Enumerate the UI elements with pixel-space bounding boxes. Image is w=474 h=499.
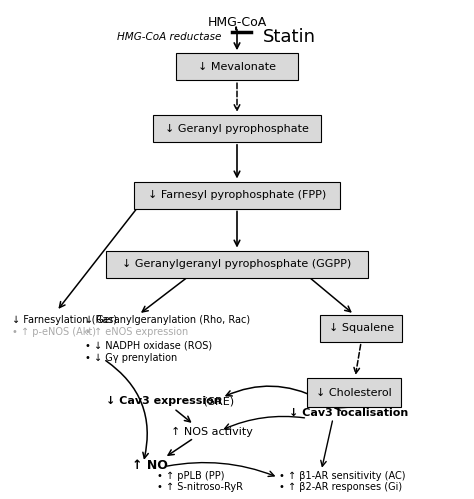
Text: (SRE): (SRE): [200, 397, 234, 407]
Text: • ↑ eNOS expression: • ↑ eNOS expression: [85, 327, 188, 337]
Text: • ↑ p-eNOS (Akt): • ↑ p-eNOS (Akt): [12, 327, 96, 337]
Text: ↓ Cholesterol: ↓ Cholesterol: [316, 388, 392, 398]
Text: ↓ Farnesylation (Ras): ↓ Farnesylation (Ras): [12, 314, 117, 324]
Text: HMG-CoA reductase: HMG-CoA reductase: [117, 32, 221, 42]
Text: • ↓ NADPH oxidase (ROS): • ↓ NADPH oxidase (ROS): [85, 340, 212, 350]
FancyBboxPatch shape: [307, 378, 401, 407]
Text: ↓ Geranylgeranyl pyrophosphate (GGPP): ↓ Geranylgeranyl pyrophosphate (GGPP): [122, 259, 352, 269]
Text: ↓ Squalene: ↓ Squalene: [328, 323, 394, 333]
Text: ↓ Geranylgeranylation (Rho, Rac): ↓ Geranylgeranylation (Rho, Rac): [85, 314, 250, 324]
Text: • ↑ S-nitroso-RyR: • ↑ S-nitroso-RyR: [157, 483, 243, 493]
FancyBboxPatch shape: [320, 315, 402, 342]
Text: ↓ Cav3 localisation: ↓ Cav3 localisation: [289, 408, 408, 418]
Text: ↑ NO: ↑ NO: [132, 459, 167, 472]
Text: ↓ Mevalonate: ↓ Mevalonate: [198, 62, 276, 72]
Text: • ↓ Gγ prenylation: • ↓ Gγ prenylation: [85, 353, 177, 363]
Text: • ↑ β2-AR responses (Gi): • ↑ β2-AR responses (Gi): [279, 483, 402, 493]
Text: Statin: Statin: [263, 28, 316, 46]
Text: ↑ NOS activity: ↑ NOS activity: [172, 427, 253, 437]
FancyBboxPatch shape: [153, 115, 321, 142]
Text: ↓ Cav3 expression: ↓ Cav3 expression: [106, 397, 221, 407]
Text: ↓ Farnesyl pyrophosphate (FPP): ↓ Farnesyl pyrophosphate (FPP): [148, 190, 326, 200]
Text: HMG-CoA: HMG-CoA: [207, 16, 266, 29]
Text: • ↑ β1-AR sensitivity (AC): • ↑ β1-AR sensitivity (AC): [279, 472, 406, 482]
Text: • ↑ pPLB (PP): • ↑ pPLB (PP): [157, 472, 225, 482]
FancyBboxPatch shape: [106, 250, 368, 278]
Text: ↓ Geranyl pyrophosphate: ↓ Geranyl pyrophosphate: [165, 124, 309, 134]
FancyBboxPatch shape: [134, 182, 340, 209]
FancyBboxPatch shape: [176, 53, 298, 80]
